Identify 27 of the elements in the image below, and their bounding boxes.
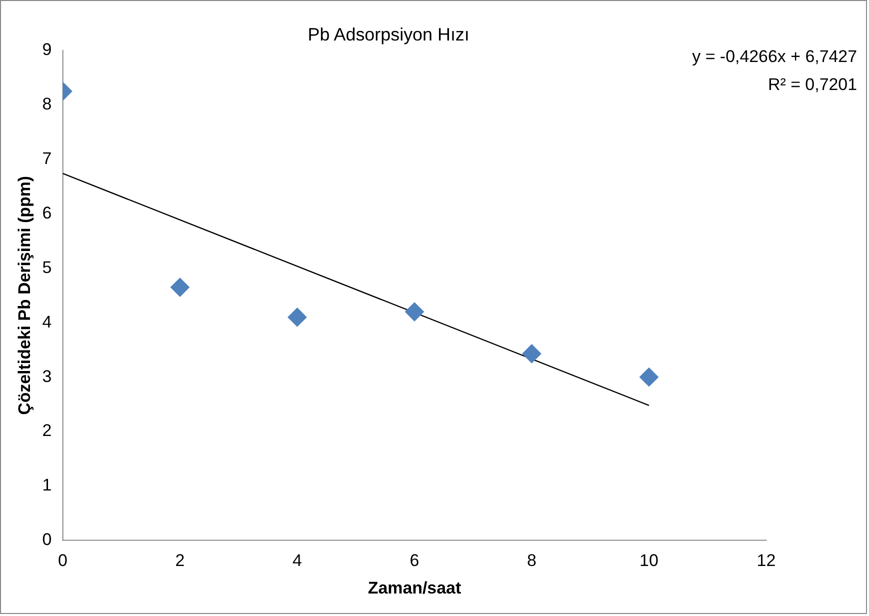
y-tick-label: 3 <box>42 366 52 386</box>
y-tick-label: 6 <box>42 203 52 222</box>
x-tick-label: 2 <box>175 551 185 570</box>
y-tick-label: 5 <box>42 258 52 277</box>
x-axis-title: Zaman/saat <box>368 578 462 598</box>
x-tick-label: 8 <box>527 551 536 570</box>
y-axis-title: Çözeltideki Pb Derişimi (ppm) <box>14 176 34 415</box>
chart-title: Pb Adsorpsiyon Hızı <box>308 24 470 45</box>
point <box>288 308 307 327</box>
point <box>170 278 190 297</box>
y-tick-label: 2 <box>42 421 52 440</box>
point <box>522 344 542 364</box>
y-tick-label: 8 <box>42 94 52 114</box>
x-tick-label: 4 <box>292 551 302 570</box>
y-tick-label: 9 <box>42 40 52 60</box>
annotation: y = -0,4266x + 6,7427 <box>692 46 858 66</box>
x-tick-label: 0 <box>58 551 68 570</box>
text: R² = 0,7201 <box>768 74 858 94</box>
point <box>640 368 658 387</box>
x-tick-label: 6 <box>410 551 420 570</box>
point <box>404 302 424 322</box>
y-tick-label: 7 <box>42 149 52 168</box>
x-tick-label: 10 <box>640 551 658 570</box>
y-tick-label: 0 <box>42 530 52 550</box>
x-tick-label: 12 <box>756 551 776 570</box>
y-tick-label: 1 <box>42 476 52 495</box>
y-tick-label: 4 <box>42 312 52 332</box>
